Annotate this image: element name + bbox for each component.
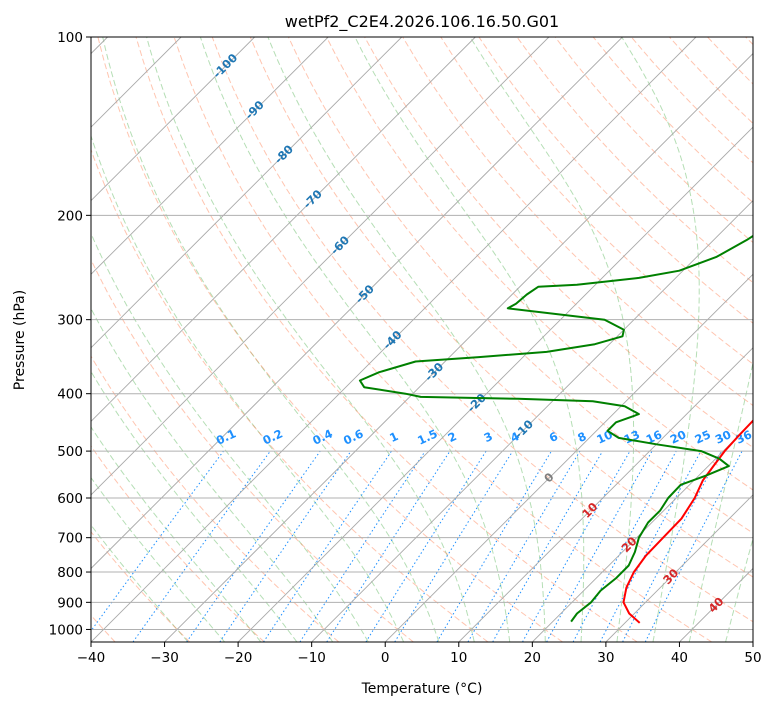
moist-adiabat-line — [102, 37, 440, 642]
y-tick-label: 300 — [57, 313, 83, 329]
axes: −40 −30 −20 −10 0 10 20 30 40 50 100 200 300 400 500 60… — [49, 30, 762, 666]
mixing-ratio-line — [572, 450, 677, 642]
isotherm-line — [91, 37, 329, 275]
x-tick-label: 10 — [450, 650, 467, 666]
isotherm-line — [91, 37, 403, 349]
y-tick-label: 100 — [57, 30, 83, 46]
isotherm-line — [91, 37, 255, 202]
mixing-ratio-label: 36 — [734, 427, 754, 446]
mixing-ratio-line — [219, 450, 352, 642]
isotherm-line — [91, 37, 697, 642]
y-tick-label: 400 — [57, 387, 83, 403]
x-axis-title: Temperature (°C) — [361, 681, 483, 697]
isotherm-line — [91, 37, 550, 496]
moist-adiabat-line — [91, 426, 262, 642]
y-tick-label: 200 — [57, 208, 83, 224]
x-tick-label: −30 — [150, 650, 179, 666]
mixing-ratio-line — [546, 450, 653, 642]
moist-adiabat-line — [146, 37, 475, 642]
plot-area: -100-90-80-70-60-50-40-30-20-10010203040… — [91, 37, 754, 642]
dry-adiabat-line — [91, 445, 265, 642]
temperature-profile-line — [622, 419, 753, 624]
moist-adiabat-line — [91, 370, 298, 642]
mixing-ratio-line — [186, 450, 321, 642]
dry-adiabat-line — [440, 37, 753, 365]
y-tick-label: 1000 — [49, 622, 83, 638]
dewpoint-profile-line — [358, 234, 753, 623]
x-tick-label: 0 — [381, 650, 390, 666]
mixing-ratio-label: 25 — [692, 427, 712, 446]
dry-adiabat-line — [516, 37, 753, 284]
mixing-ratio-line — [132, 450, 271, 642]
plot-frame — [90, 36, 754, 643]
dry-adiabat-line — [135, 37, 638, 642]
chart-title: wetPf2_C2E4.2026.106.16.50.G01 — [285, 12, 559, 32]
dry-adiabat-line — [97, 37, 563, 642]
x-tick-label: −40 — [77, 650, 106, 666]
mixing-ratio-line — [299, 450, 426, 642]
x-tick-label: 20 — [524, 650, 541, 666]
isotherm-line — [91, 37, 476, 422]
y-tick-label: 500 — [57, 444, 83, 460]
moist-adiabat-line — [354, 37, 585, 642]
isotherm-line — [384, 273, 753, 642]
mixing-ratio-line — [394, 450, 514, 642]
x-tick-label: 40 — [671, 650, 688, 666]
mixing-ratio-label: 20 — [668, 427, 688, 446]
moist-adiabat-line — [199, 37, 511, 642]
dry-adiabat-line — [91, 531, 191, 642]
mixing-ratio-line — [522, 450, 631, 642]
dry-adiabat-line — [211, 37, 753, 623]
mixing-ratio-line — [644, 450, 743, 642]
mixing-ratio-label: 30 — [713, 427, 733, 446]
moist-adiabat-line — [91, 476, 225, 642]
x-tick-label: 50 — [744, 650, 761, 666]
y-tick-label: 700 — [57, 531, 83, 547]
mixing-ratio-lines — [91, 450, 743, 642]
y-axis-title: Pressure (hPa) — [12, 290, 28, 390]
profile-series — [358, 234, 753, 624]
moist-adiabat-line — [688, 360, 753, 642]
moist-adiabat-line — [91, 134, 405, 642]
y-tick-label: 900 — [57, 595, 83, 611]
isotherm-line — [458, 347, 753, 642]
mixing-ratio-label: 16 — [644, 427, 664, 446]
mixing-ratio-line — [326, 450, 451, 642]
y-tick-label: 800 — [57, 565, 83, 581]
dry-adiabat-line — [326, 37, 753, 491]
moist-adiabat-line — [91, 232, 369, 642]
pressure-gridlines — [91, 37, 753, 630]
y-tick-label: 600 — [57, 491, 83, 507]
x-tick-label: 30 — [597, 650, 614, 666]
moist-adiabat-line — [91, 524, 189, 642]
isotherm-line — [164, 52, 753, 642]
isotherm-line — [91, 37, 623, 570]
dry-adiabat-line — [249, 37, 753, 578]
dry-adiabat-line — [91, 355, 340, 642]
isotherm-line — [532, 420, 753, 642]
mixing-ratio-line — [263, 450, 392, 642]
isotherm-line — [605, 494, 753, 642]
moist-adiabat-line — [267, 37, 546, 642]
x-tick-label: −10 — [297, 650, 326, 666]
dry-adiabat-line — [91, 148, 489, 642]
x-tick-label: −20 — [224, 650, 253, 666]
mixing-ratio-line — [91, 450, 224, 632]
isotherm-line — [237, 126, 753, 642]
